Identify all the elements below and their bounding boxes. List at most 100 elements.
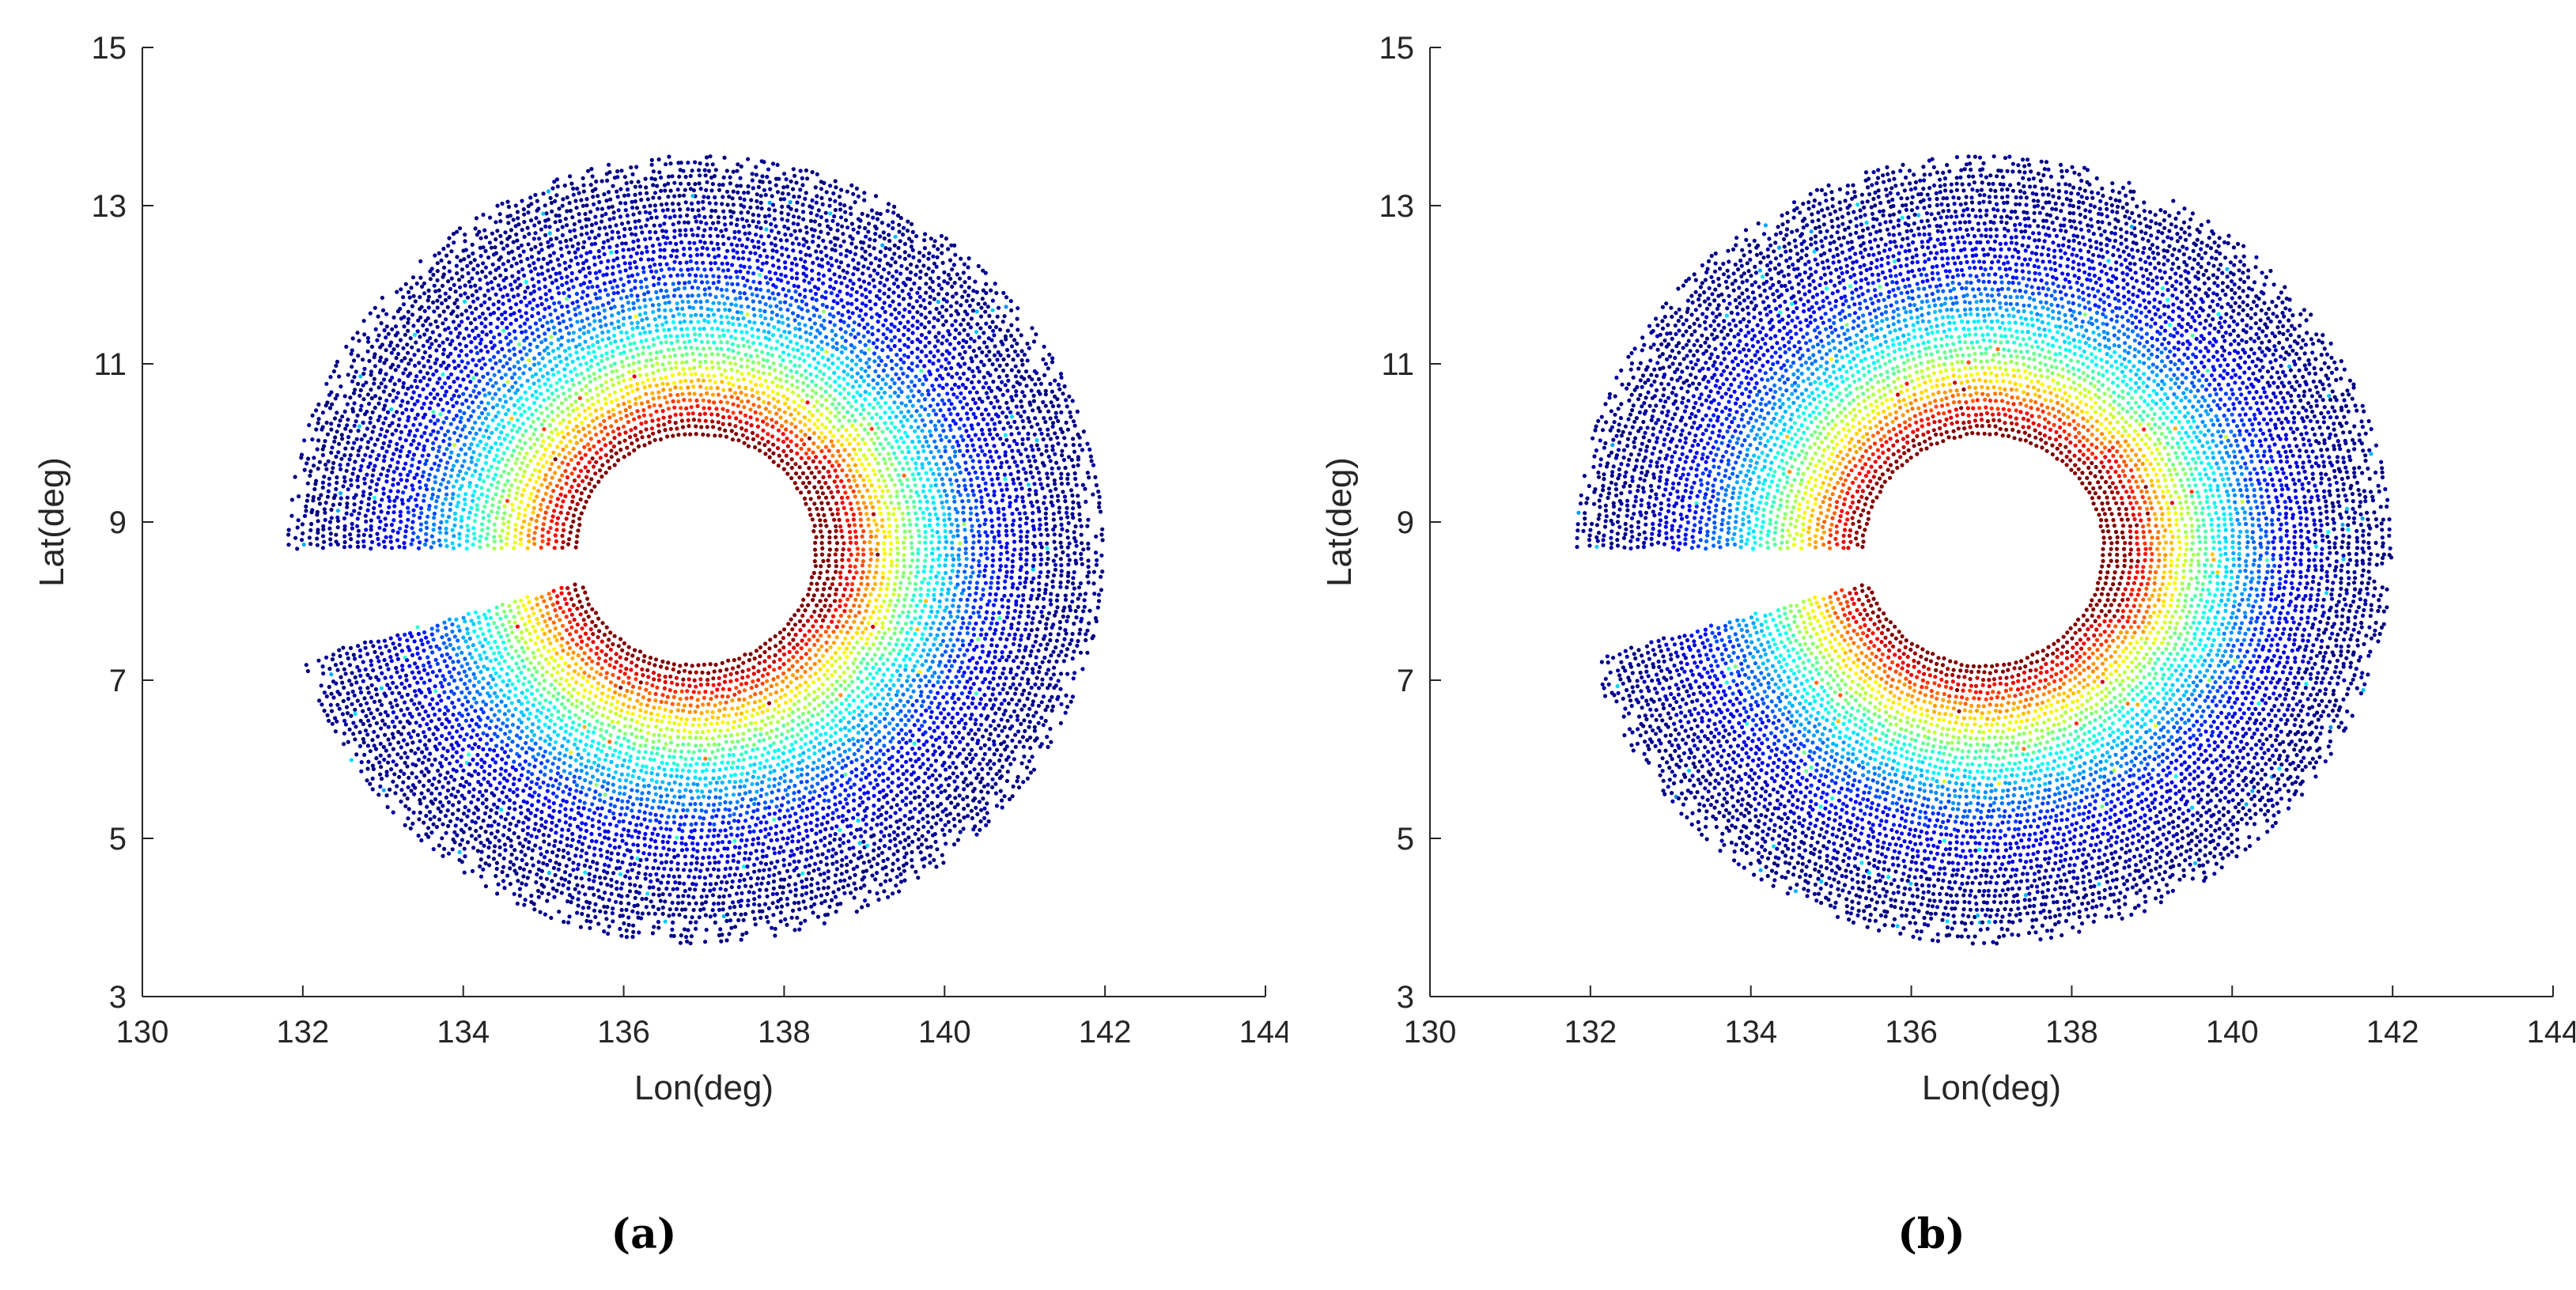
scatter-point	[477, 620, 482, 625]
scatter-point	[845, 780, 850, 785]
scatter-point	[471, 643, 475, 648]
scatter-point	[957, 547, 962, 552]
scatter-point	[671, 293, 677, 298]
scatter-point	[584, 735, 590, 740]
scatter-point	[774, 796, 780, 801]
scatter-point	[633, 278, 637, 283]
scatter-point	[455, 426, 460, 430]
scatter-point	[819, 412, 823, 417]
scatter-point	[845, 381, 850, 387]
scatter-point	[669, 366, 674, 371]
scatter-point	[571, 603, 577, 607]
scatter-point	[524, 451, 529, 456]
scatter-point	[803, 742, 808, 747]
scatter-point	[834, 713, 838, 718]
scatter-point	[668, 688, 672, 693]
scatter-point	[827, 634, 831, 639]
scatter-point	[436, 494, 441, 499]
scatter-point	[665, 434, 670, 439]
scatter-point	[664, 375, 668, 380]
scatter-point	[836, 747, 841, 751]
scatter-point	[553, 679, 558, 683]
scatter-point	[834, 625, 839, 630]
scatter-point	[585, 316, 590, 321]
scatter-point	[914, 466, 918, 471]
scatter-point	[861, 645, 865, 650]
scatter-point	[505, 446, 510, 451]
scatter-point	[761, 391, 766, 395]
scatter-point	[712, 373, 717, 378]
scatter-point	[799, 437, 804, 442]
scatter-point	[896, 598, 901, 603]
scatter-point	[964, 557, 969, 562]
scatter-point	[799, 490, 804, 495]
scatter-point	[827, 419, 833, 424]
scatter-point	[516, 604, 520, 610]
scatter-point	[728, 679, 733, 684]
scatter-point	[581, 618, 586, 622]
scatter-point	[773, 368, 777, 373]
scatter-point	[740, 399, 744, 404]
scatter-point	[560, 429, 565, 435]
scatter-point	[624, 294, 630, 300]
scatter-point	[698, 327, 702, 331]
scatter-point	[839, 783, 844, 788]
scatter-point	[528, 631, 532, 636]
scatter-point	[593, 354, 598, 359]
scatter-point	[738, 718, 743, 723]
scatter-point	[755, 433, 760, 438]
scatter-point	[622, 785, 627, 790]
scatter-point	[418, 528, 423, 532]
scatter-point	[475, 634, 480, 639]
scatter-point	[788, 303, 793, 308]
scatter-point	[821, 558, 826, 564]
scatter-point	[559, 486, 564, 490]
scatter-point	[796, 348, 800, 353]
scatter-point	[888, 385, 893, 390]
scatter-point	[510, 740, 515, 744]
scatter-point	[917, 684, 921, 689]
scatter-point	[852, 669, 857, 675]
scatter-point	[842, 387, 846, 392]
scatter-point	[954, 517, 959, 523]
scatter-point	[702, 318, 707, 323]
scatter-point	[546, 351, 551, 356]
scatter-point	[564, 325, 569, 330]
scatter-point	[674, 365, 679, 370]
scatter-point	[957, 562, 962, 567]
scatter-point	[543, 447, 548, 452]
scatter-point	[456, 494, 461, 498]
scatter-point	[579, 491, 584, 496]
scatter-point	[425, 525, 429, 531]
scatter-point	[558, 751, 562, 756]
scatter-point	[876, 729, 881, 734]
scatter-point	[519, 413, 524, 418]
scatter-point	[508, 729, 513, 734]
scatter-point	[575, 698, 580, 703]
scatter-point	[862, 616, 867, 621]
scatter-point	[545, 346, 550, 350]
scatter-point	[918, 615, 923, 619]
scatter-point	[471, 683, 477, 688]
scatter-point	[832, 785, 837, 791]
scatter-point	[620, 799, 625, 804]
scatter-point	[640, 667, 645, 671]
scatter-point	[432, 522, 437, 527]
scatter-point	[721, 327, 725, 333]
scatter-point	[499, 654, 505, 660]
scatter-point	[955, 479, 959, 483]
scatter-point	[709, 412, 714, 417]
scatter-point	[608, 441, 613, 445]
scatter-point	[772, 707, 777, 712]
scatter-point	[855, 354, 860, 359]
scatter-point	[629, 288, 634, 293]
scatter-point	[943, 445, 948, 449]
scatter-point	[582, 505, 587, 510]
scatter-point	[459, 515, 464, 520]
scatter-point	[821, 618, 826, 623]
scatter-point	[564, 784, 569, 789]
scatter-point	[803, 422, 808, 427]
scatter-point	[611, 775, 616, 780]
scatter-point	[561, 687, 566, 692]
scatter-point	[883, 437, 888, 441]
